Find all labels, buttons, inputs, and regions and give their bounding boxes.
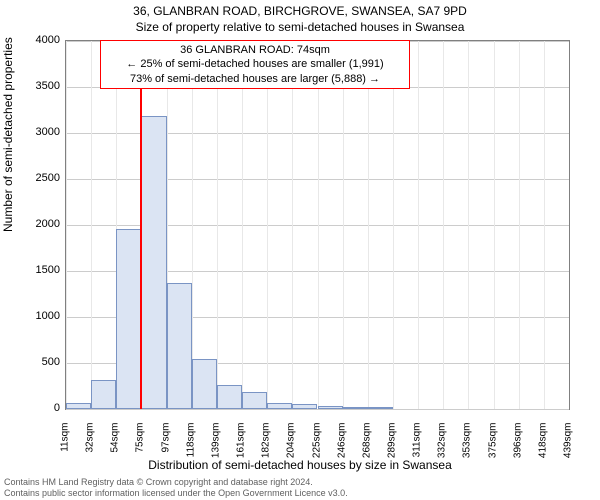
histogram-bar xyxy=(267,403,292,409)
annotation-callout: 36 GLANBRAN ROAD: 74sqm ← 25% of semi-de… xyxy=(100,40,410,89)
gridline-v xyxy=(318,41,319,409)
x-tick-label: 97sqm xyxy=(160,423,171,463)
y-tick-label: 0 xyxy=(20,402,60,414)
marker-line xyxy=(140,41,142,409)
x-axis-label: Distribution of semi-detached houses by … xyxy=(0,458,600,472)
annotation-line-2: ← 25% of semi-detached houses are smalle… xyxy=(105,57,405,71)
y-tick-label: 1000 xyxy=(20,310,60,322)
gridline-v xyxy=(544,41,545,409)
histogram-bar xyxy=(167,283,192,409)
gridline-v xyxy=(66,41,67,409)
page-title: 36, GLANBRAN ROAD, BIRCHGROVE, SWANSEA, … xyxy=(0,4,600,18)
gridline-v xyxy=(242,41,243,409)
histogram-bar xyxy=(242,392,267,409)
histogram-bar xyxy=(91,380,116,409)
gridline-v xyxy=(267,41,268,409)
y-tick-label: 4000 xyxy=(20,34,60,46)
x-tick-label: 11sqm xyxy=(60,423,71,463)
x-tick-label: 439sqm xyxy=(563,423,574,463)
page-subtitle: Size of property relative to semi-detach… xyxy=(0,20,600,34)
histogram-bar xyxy=(116,229,141,409)
gridline-v xyxy=(368,41,369,409)
y-tick-label: 2500 xyxy=(20,172,60,184)
x-tick-label: 32sqm xyxy=(85,423,96,463)
histogram-bar xyxy=(192,359,217,409)
x-tick-label: 353sqm xyxy=(462,423,473,463)
gridline-v xyxy=(91,41,92,409)
histogram-bar xyxy=(141,116,166,409)
x-tick-label: 396sqm xyxy=(512,423,523,463)
x-tick-label: 225sqm xyxy=(311,423,322,463)
histogram-bar xyxy=(343,407,368,409)
annotation-line-1: 36 GLANBRAN ROAD: 74sqm xyxy=(105,43,405,57)
gridline-v xyxy=(217,41,218,409)
x-tick-label: 204sqm xyxy=(286,423,297,463)
x-tick-label: 139sqm xyxy=(210,423,221,463)
x-tick-label: 311sqm xyxy=(412,423,423,463)
x-tick-label: 75sqm xyxy=(135,423,146,463)
histogram-bar xyxy=(368,407,393,409)
histogram-bar xyxy=(318,406,343,409)
gridline-v xyxy=(292,41,293,409)
histogram-bar xyxy=(292,404,317,409)
x-tick-label: 54sqm xyxy=(110,423,121,463)
gridline-v xyxy=(418,41,419,409)
y-tick-label: 500 xyxy=(20,356,60,368)
x-tick-label: 332sqm xyxy=(437,423,448,463)
gridline-v xyxy=(343,41,344,409)
gridline xyxy=(66,409,569,410)
x-tick-label: 289sqm xyxy=(386,423,397,463)
gridline-v xyxy=(393,41,394,409)
footer-attribution-2: Contains public sector information licen… xyxy=(4,488,348,498)
chart-plot-area xyxy=(65,40,570,410)
histogram-bar xyxy=(217,385,242,409)
x-tick-label: 418sqm xyxy=(537,423,548,463)
y-tick-label: 1500 xyxy=(20,264,60,276)
x-tick-label: 375sqm xyxy=(487,423,498,463)
gridline-v xyxy=(494,41,495,409)
histogram-bar xyxy=(66,403,91,409)
footer-attribution-1: Contains HM Land Registry data © Crown c… xyxy=(4,477,313,487)
y-axis-label: Number of semi-detached properties xyxy=(1,37,15,232)
x-tick-label: 161sqm xyxy=(236,423,247,463)
gridline-v xyxy=(443,41,444,409)
y-tick-label: 3000 xyxy=(20,126,60,138)
x-tick-label: 268sqm xyxy=(361,423,372,463)
gridline-v xyxy=(192,41,193,409)
x-tick-label: 182sqm xyxy=(261,423,272,463)
x-tick-label: 118sqm xyxy=(185,423,196,463)
annotation-line-3: 73% of semi-detached houses are larger (… xyxy=(105,72,405,86)
y-tick-label: 2000 xyxy=(20,218,60,230)
x-tick-label: 246sqm xyxy=(336,423,347,463)
gridline-v xyxy=(519,41,520,409)
y-tick-label: 3500 xyxy=(20,80,60,92)
gridline-v xyxy=(468,41,469,409)
